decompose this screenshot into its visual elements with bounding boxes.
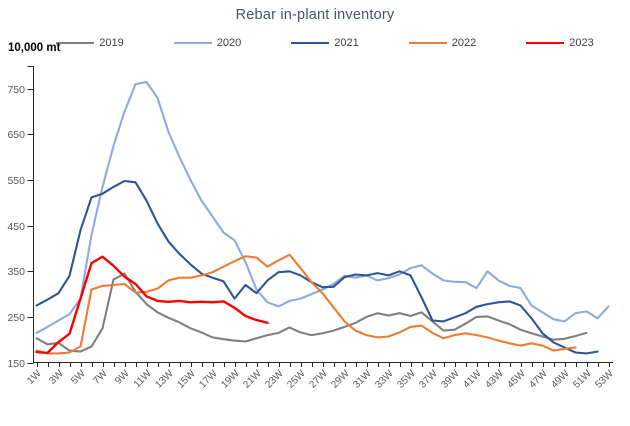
y-tick-label: 450 bbox=[7, 221, 25, 233]
legend-swatch-2019 bbox=[56, 42, 95, 44]
x-tick-label: 17W bbox=[197, 368, 220, 391]
y-tick-label: 550 bbox=[7, 175, 25, 187]
x-tick-label: 45W bbox=[505, 368, 528, 391]
series-line-2020 bbox=[35, 80, 610, 334]
legend-item-2021: 2021 bbox=[291, 37, 359, 49]
x-tick-label: 35W bbox=[395, 368, 418, 391]
legend-item-2022: 2022 bbox=[408, 37, 477, 49]
x-tick-label: 7W bbox=[91, 368, 110, 387]
x-tick-label: 11W bbox=[132, 368, 154, 390]
legend-label-2022: 2022 bbox=[451, 37, 477, 49]
legend-swatch-2020 bbox=[173, 42, 212, 44]
y-tick-label: 650 bbox=[7, 129, 25, 141]
legend-item-2020: 2020 bbox=[173, 37, 242, 49]
y-tick-label: 350 bbox=[7, 266, 25, 278]
x-tick-label: 15W bbox=[175, 368, 198, 391]
x-tick-label: 23W bbox=[263, 368, 286, 391]
x-tick-label: 37W bbox=[417, 368, 440, 391]
x-tick-label: 27W bbox=[307, 368, 330, 391]
legend: 2019 2020 2021 2022 2023 bbox=[30, 37, 620, 49]
x-tick-label: 29W bbox=[329, 368, 352, 391]
chart-title: Rebar in-plant inventory bbox=[235, 7, 395, 23]
x-tick-label: 19W bbox=[219, 368, 242, 391]
x-tick-label: 43W bbox=[483, 368, 506, 391]
x-tick-label: 47W bbox=[527, 368, 550, 391]
legend-label-2023: 2023 bbox=[569, 37, 594, 49]
series-line-2022 bbox=[35, 253, 577, 355]
legend-label-2020: 2020 bbox=[216, 37, 242, 49]
y-tick-label: 750 bbox=[7, 84, 25, 96]
x-tick-label: 3W bbox=[47, 368, 66, 387]
legend-swatch-2023 bbox=[526, 42, 565, 44]
x-tick-label: 51W bbox=[571, 368, 594, 391]
x-tick-label: 1W bbox=[25, 368, 44, 387]
y-axis-unit-label: 10,000 mt bbox=[8, 42, 61, 54]
x-tick-label: 49W bbox=[549, 368, 572, 391]
x-tick-label: 5W bbox=[69, 368, 88, 387]
x-tick-label: 39W bbox=[439, 368, 462, 391]
series-line-2021 bbox=[35, 179, 599, 355]
legend-swatch-2022 bbox=[408, 42, 447, 44]
x-tick-label: 33W bbox=[373, 368, 396, 391]
legend-swatch-2021 bbox=[291, 42, 330, 44]
series-line-2023 bbox=[35, 255, 269, 355]
x-tick-label: 41W bbox=[461, 368, 484, 391]
legend-label-2019: 2019 bbox=[99, 37, 124, 49]
x-tick-label: 13W bbox=[153, 368, 176, 391]
legend-item-2019: 2019 bbox=[56, 37, 124, 49]
x-tick-label: 53W bbox=[593, 368, 616, 391]
axis-lines bbox=[33, 66, 613, 363]
legend-item-2023: 2023 bbox=[526, 37, 594, 49]
x-tick-label: 25W bbox=[285, 368, 308, 391]
legend-label-2021: 2021 bbox=[334, 37, 359, 49]
x-tick-label: 31W bbox=[351, 368, 374, 391]
y-tick-label: 250 bbox=[7, 312, 25, 324]
x-tick-label: 9W bbox=[113, 368, 132, 387]
y-tick-label: 150 bbox=[7, 358, 25, 370]
x-tick-label: 21W bbox=[241, 368, 264, 391]
